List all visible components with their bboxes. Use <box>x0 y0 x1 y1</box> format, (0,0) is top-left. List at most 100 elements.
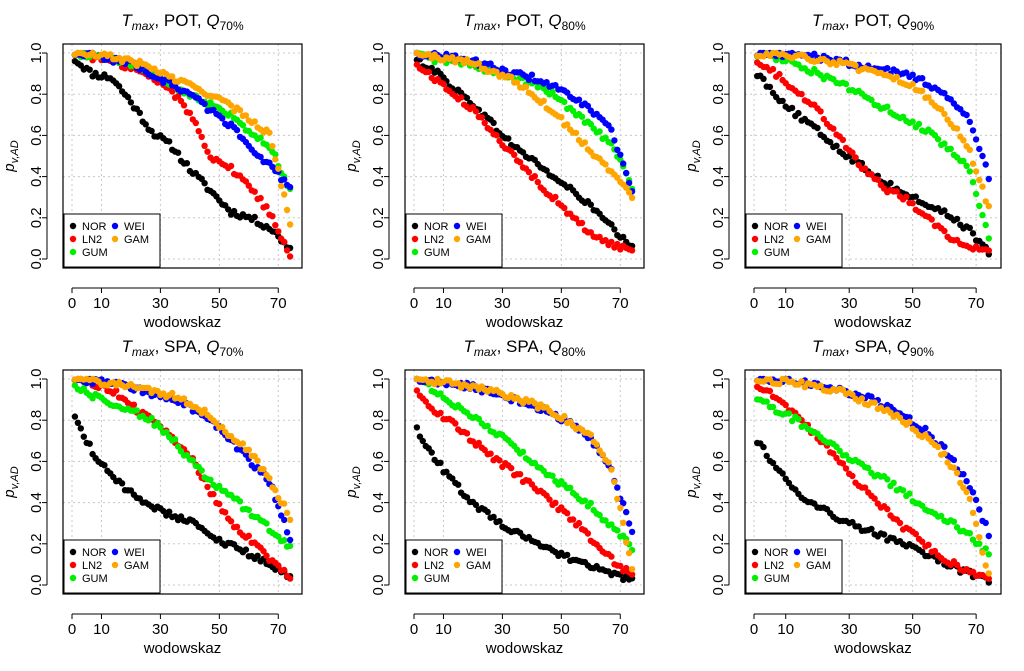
point-ln2 <box>931 547 939 555</box>
point-ln2 <box>534 178 541 186</box>
point-gum <box>245 506 252 514</box>
point-nor <box>80 433 88 440</box>
legend-marker-nor <box>411 548 419 556</box>
point-ln2 <box>849 149 856 156</box>
legend-label-nor: NOR <box>424 221 449 233</box>
point-gam <box>169 389 176 397</box>
legend-label-ln2: LN2 <box>424 560 444 572</box>
x-tick-label: 10 <box>93 621 110 638</box>
point-gam <box>912 427 919 435</box>
point-wei <box>982 519 989 527</box>
legend-label-nor: NOR <box>424 547 449 559</box>
point-wei <box>201 100 208 108</box>
point-gam <box>960 137 967 144</box>
point-gum <box>836 447 843 455</box>
x-tick-label: 0 <box>750 621 758 638</box>
legend-marker-gam <box>111 235 119 243</box>
point-gam <box>522 83 530 91</box>
point-wei <box>625 179 633 187</box>
point-gum <box>236 498 244 505</box>
plot-frame <box>744 43 1002 269</box>
x-tick-label: 10 <box>435 295 452 312</box>
point-gam <box>976 176 983 184</box>
point-nor <box>484 508 491 516</box>
point-gam <box>561 412 568 420</box>
point-wei <box>611 137 618 144</box>
series-nor <box>71 413 294 580</box>
point-gam <box>236 106 244 114</box>
point-gam <box>972 520 980 528</box>
y-axis-label: pv,AD <box>1 140 21 172</box>
point-ln2 <box>928 216 935 223</box>
title-q: Q <box>206 337 219 356</box>
point-nor <box>779 97 786 105</box>
x-axis-label: wodowskaz <box>143 314 222 331</box>
point-gum <box>868 96 875 104</box>
x-tick-label: 10 <box>777 621 794 638</box>
legend-marker-wei <box>793 548 801 556</box>
legend-label-nor: NOR <box>82 221 107 233</box>
y-axis-label-sub: v,AD <box>9 140 21 163</box>
point-ln2 <box>871 495 878 502</box>
point-ln2 <box>245 182 252 189</box>
point-gam <box>625 189 633 196</box>
data-points <box>413 375 636 584</box>
chart-title: Tmax, POT, Q80% <box>463 11 586 33</box>
point-gam <box>611 478 618 485</box>
point-ln2 <box>561 204 568 212</box>
point-wei <box>628 528 636 536</box>
title-q-sub: 70% <box>219 345 243 359</box>
series-gam <box>754 49 992 210</box>
point-ln2 <box>281 238 288 246</box>
point-ln2 <box>493 132 500 139</box>
point-gam <box>275 494 282 502</box>
legend-marker-ln2 <box>69 561 77 569</box>
chart-panel-1: 0 10 30 50 70 wodowskaz 0.0 0.2 0.4 0.6 0.8 1.0 pv,A… <box>1 11 303 331</box>
point-ln2 <box>130 401 138 408</box>
point-gam <box>953 125 961 132</box>
legend-box <box>405 213 503 268</box>
point-ln2 <box>842 465 850 472</box>
point-ln2 <box>782 401 789 409</box>
point-ln2 <box>884 505 891 513</box>
y-tick-label: 0.8 <box>710 84 727 105</box>
point-wei <box>620 160 627 167</box>
x-tick-label: 10 <box>93 295 110 312</box>
y-tick-label: 0.0 <box>710 575 727 596</box>
y-axis-label: pv,AD <box>683 140 703 172</box>
y-tick-label: 0.8 <box>370 84 387 105</box>
legend-box <box>745 213 843 268</box>
data-points <box>754 49 992 258</box>
y-tick-label: 0.4 <box>370 492 387 513</box>
point-ln2 <box>251 188 258 195</box>
point-ln2 <box>496 457 503 464</box>
point-nor <box>242 546 250 553</box>
point-ln2 <box>245 532 252 539</box>
point-ln2 <box>511 151 518 158</box>
point-gum <box>947 145 954 152</box>
point-gum <box>171 436 179 443</box>
point-wei <box>884 65 891 72</box>
y-tick-label: 0.2 <box>370 207 387 228</box>
point-gum <box>157 424 164 431</box>
point-nor <box>71 413 79 420</box>
point-ln2 <box>820 115 827 123</box>
title-var: T <box>463 11 475 30</box>
y-axis-label-sub: v,AD <box>351 140 363 163</box>
point-ln2 <box>893 188 900 195</box>
point-ln2 <box>941 227 948 235</box>
point-nor <box>118 480 126 487</box>
point-nor <box>827 138 834 146</box>
point-nor <box>142 121 149 128</box>
x-tick-label: 0 <box>750 295 758 312</box>
legend-box <box>405 539 503 594</box>
point-wei <box>620 500 627 507</box>
point-wei <box>966 118 973 126</box>
point-nor <box>543 167 550 174</box>
legend-label-gum: GUM <box>764 573 790 585</box>
point-nor <box>77 425 85 432</box>
point-gum <box>484 422 491 430</box>
point-gum <box>239 122 247 129</box>
point-gum <box>966 168 973 175</box>
